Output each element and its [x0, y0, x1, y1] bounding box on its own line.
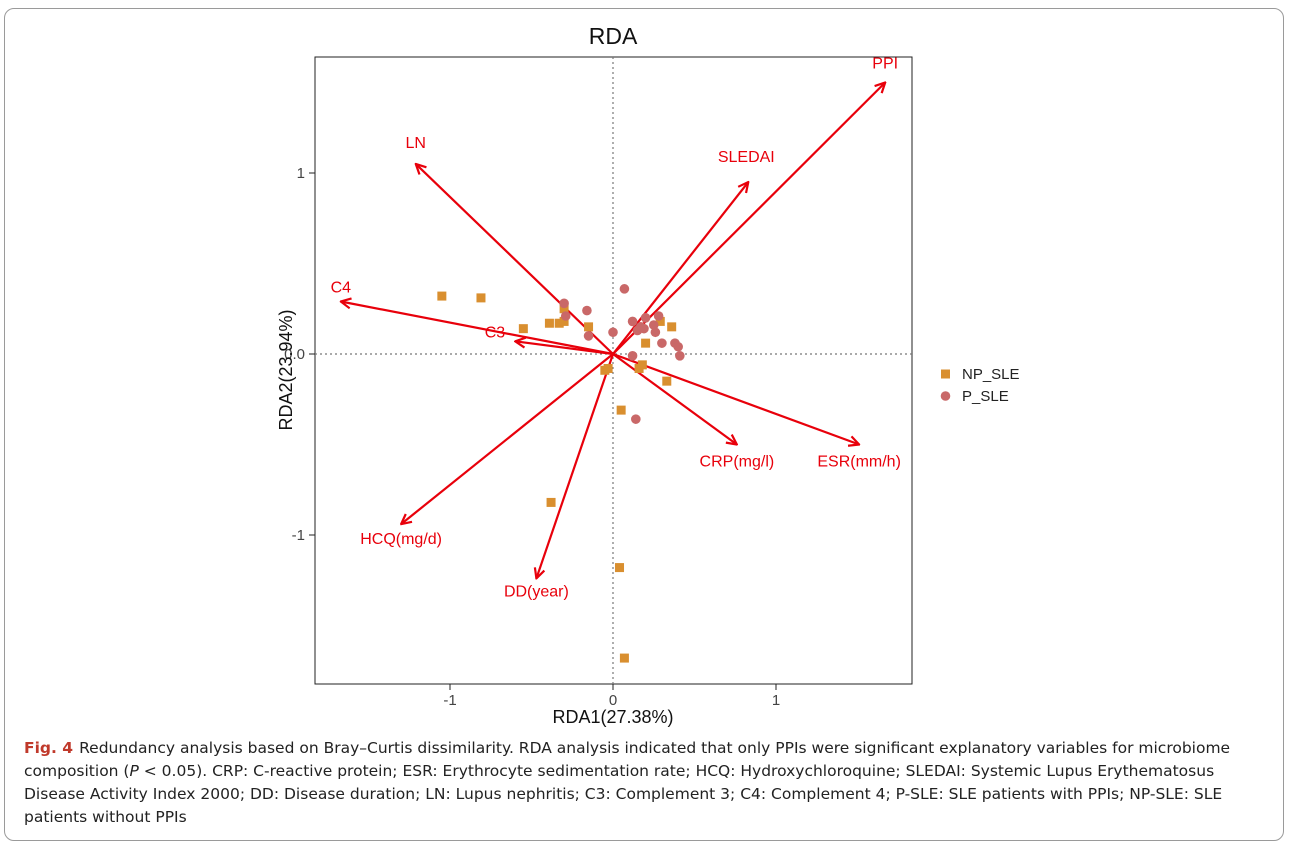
point-np-sle [476, 293, 486, 303]
arrow-crp-mg-l [612, 353, 737, 445]
x-axis-ticks: -1 0 1 [443, 684, 780, 709]
point-np-sle [554, 318, 564, 328]
rda-chart: RDA PPI SLEDAI LN C4 C3 CRP(mg/l) ESR(mm/h) HCQ… [276, 23, 1020, 727]
point-p-sle [583, 331, 594, 341]
figure-caption: Fig. 4 Redundancy analysis based on Bray–… [24, 737, 1269, 829]
point-np-sle [518, 324, 528, 334]
arrow-dd-year [536, 353, 615, 578]
env-arrows: PPI SLEDAI LN C4 C3 CRP(mg/l) ESR(mm/h) HCQ(mg/… [331, 56, 901, 601]
point-np-sle [655, 316, 665, 326]
point-np-sle [603, 363, 613, 373]
arrow-label: PPI [872, 56, 898, 73]
point-np-sle [546, 497, 556, 507]
legend-label: NP_SLE [962, 366, 1020, 383]
point-p-sle [608, 327, 618, 338]
point-np-sle [544, 318, 554, 328]
arrow-label: HCQ(mg/d) [360, 531, 442, 548]
point-np-sle [584, 322, 594, 332]
point-p-sle [627, 316, 638, 327]
point-np-sle [559, 316, 569, 326]
y-tick-label: 1 [297, 165, 305, 182]
arrow-esr-mm-h [612, 352, 859, 445]
point-np-sle [667, 322, 677, 332]
point-np-sle [616, 405, 626, 415]
point-p-sle [560, 311, 571, 321]
legend-key-np-sle [941, 369, 950, 379]
legend: NP_SLE P_SLE [940, 366, 1020, 405]
sample-points [437, 284, 685, 663]
arrow-ppi [612, 83, 885, 355]
point-np-sle [615, 563, 625, 573]
point-p-sle [619, 284, 630, 294]
point-p-sle [627, 351, 638, 361]
x-tick-label: 1 [772, 692, 780, 709]
point-p-sle [631, 414, 641, 424]
arrow-label: CRP(mg/l) [700, 454, 775, 471]
arrow-label: C3 [485, 324, 506, 341]
caption-p-symbol: P [129, 762, 139, 780]
arrow-label: LN [406, 135, 426, 152]
y-axis-label: RDA2(23.94%) [276, 309, 296, 430]
point-p-sle [653, 311, 664, 321]
chart-title: RDA [589, 23, 638, 49]
point-p-sle [640, 313, 651, 323]
y-tick-label: 0.0 [284, 346, 305, 363]
point-np-sle [637, 360, 647, 370]
arrow-ln [416, 164, 614, 355]
arrow-label: C4 [331, 280, 352, 297]
point-p-sle [582, 305, 592, 316]
legend-key-p-sle [940, 391, 951, 401]
y-axis-ticks: -1 0.0 1 [284, 165, 315, 544]
point-np-sle [641, 338, 651, 348]
x-tick-label: -1 [443, 692, 456, 709]
arrow-hcq-mg-d [401, 353, 614, 524]
y-tick-label: -1 [292, 527, 305, 544]
figure-label: Fig. 4 [24, 739, 74, 757]
point-np-sle [559, 304, 569, 314]
legend-label: P_SLE [962, 388, 1009, 405]
point-p-sle [657, 338, 667, 348]
point-p-sle [675, 351, 685, 361]
arrow-label: DD(year) [504, 583, 569, 600]
point-np-sle [437, 291, 447, 301]
caption-text-1: Redundancy analysis based on Bray–Curtis… [24, 739, 1231, 780]
caption-text-2: < 0.05). CRP: C-reactive protein; ESR: E… [24, 762, 1223, 826]
point-p-sle [559, 298, 569, 309]
arrow-sledai [612, 182, 748, 355]
x-axis-label: RDA1(27.38%) [552, 707, 673, 727]
arrow-c3 [515, 341, 614, 356]
point-np-sle [662, 376, 672, 386]
point-p-sle [650, 327, 661, 338]
figure-frame [4, 8, 1284, 841]
point-p-sle [673, 341, 683, 352]
x-tick-label: 0 [609, 692, 617, 709]
point-p-sle [648, 320, 659, 330]
arrow-label: SLEDAI [718, 149, 775, 166]
point-np-sle [619, 653, 629, 663]
point-p-sle [639, 323, 649, 334]
arrow-label: ESR(mm/h) [817, 454, 901, 471]
arrow-c4 [341, 302, 614, 356]
